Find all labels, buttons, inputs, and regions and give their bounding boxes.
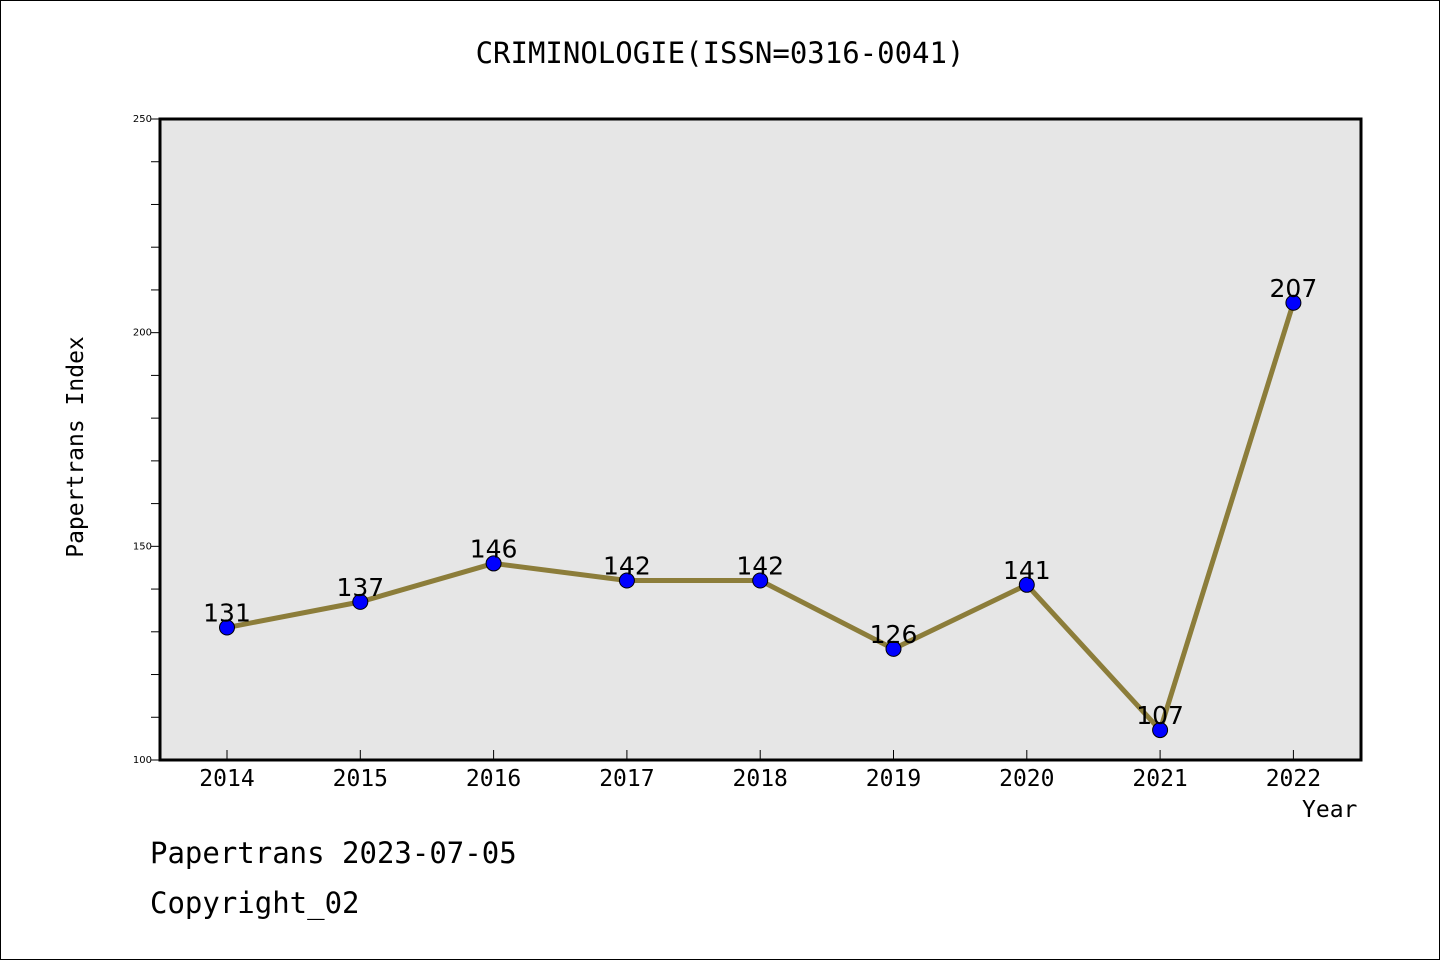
y-tick-label: 100 — [133, 755, 152, 766]
x-tick-label: 2017 — [599, 766, 654, 792]
data-label: 142 — [603, 552, 651, 581]
y-tick-label: 200 — [133, 328, 152, 339]
data-point — [618, 572, 635, 589]
footer-copyright: Copyright_02 — [150, 886, 360, 920]
data-point — [1018, 576, 1035, 593]
data-point — [752, 572, 769, 589]
data-label: 131 — [203, 599, 251, 628]
x-tick-label: 2021 — [1132, 766, 1187, 792]
x-tick-label: 2018 — [733, 766, 788, 792]
chart-title: CRIMINOLOGIE(ISSN=0316-0041) — [475, 36, 965, 70]
data-label: 126 — [870, 620, 918, 649]
data-label: 137 — [336, 573, 384, 602]
x-tick-label: 2019 — [866, 766, 921, 792]
x-axis: 2014 2015 2016 2017 2018 2019 2020 2021 2022 — [199, 750, 1321, 792]
plot-area — [160, 119, 1361, 760]
data-label: 207 — [1270, 274, 1318, 303]
data-point — [885, 640, 902, 657]
y-axis: 100 150 200 250 — [133, 114, 160, 766]
x-tick-label: 2020 — [999, 766, 1054, 792]
x-axis-label: Year — [1302, 797, 1358, 823]
footer-date: Papertrans 2023-07-05 — [150, 836, 517, 870]
data-label: 141 — [1003, 556, 1051, 585]
x-tick-label: 2014 — [199, 766, 254, 792]
data-point — [219, 619, 235, 636]
data-point — [1285, 294, 1302, 311]
data-label: 142 — [736, 552, 784, 581]
series-group: 131 137 146 142 142 126 141 107 207 — [203, 274, 1318, 739]
x-tick-label: 2022 — [1266, 766, 1321, 792]
data-point — [485, 555, 502, 572]
data-label: 146 — [470, 534, 518, 563]
y-tick-label: 150 — [133, 541, 152, 552]
data-point — [1152, 722, 1169, 739]
y-tick-label: 250 — [133, 114, 152, 125]
x-tick-label: 2015 — [333, 766, 388, 792]
data-label: 107 — [1136, 701, 1184, 730]
plot-border — [158, 117, 1363, 762]
y-axis-label: Papertrans Index — [63, 336, 89, 558]
x-tick-label: 2016 — [466, 766, 521, 792]
data-point — [352, 593, 369, 610]
